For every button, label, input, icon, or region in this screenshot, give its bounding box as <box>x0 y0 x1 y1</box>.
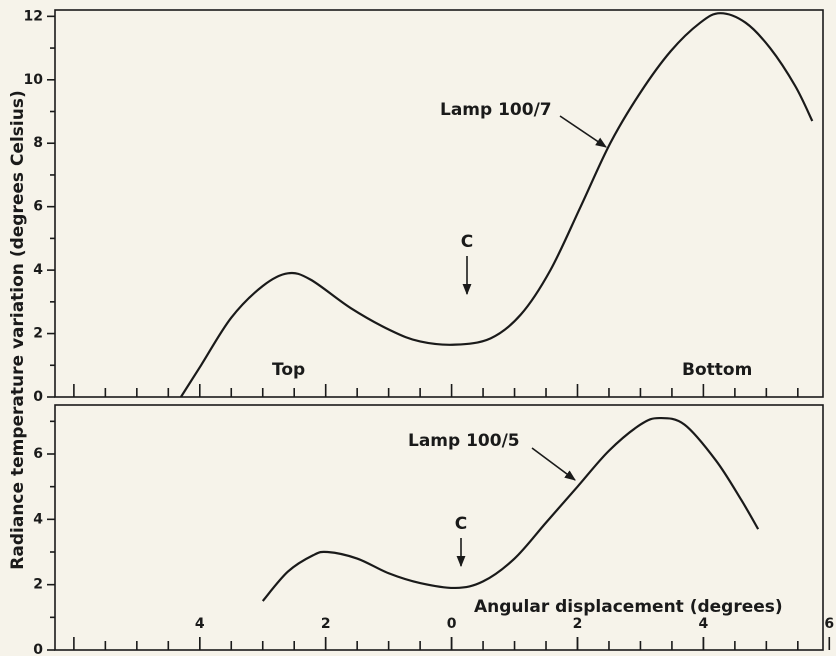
plot-frame <box>54 9 824 398</box>
y-tick-label: 0 <box>33 642 43 656</box>
x-tick-label: 0 <box>447 616 457 632</box>
y-tick-label: 10 <box>24 72 44 88</box>
annotation: Bottom <box>682 360 752 380</box>
annotation: Lamp 100/5 <box>408 431 520 451</box>
y-tick-label: 4 <box>33 262 43 278</box>
y-tick-label: 6 <box>33 199 43 215</box>
y-tick-label: 6 <box>33 446 43 462</box>
y-tick-label: 12 <box>24 8 43 24</box>
x-axis-label: Angular displacement (degrees) <box>474 597 783 617</box>
y-axis-label: Radiance temperature variation (degrees … <box>8 90 28 569</box>
x-tick-label: 4 <box>195 616 205 632</box>
x-tick-label: 2 <box>573 616 583 632</box>
annotation: Lamp 100/7 <box>440 100 552 120</box>
annotation: C <box>461 232 473 252</box>
y-tick-label: 2 <box>33 577 43 593</box>
y-tick-label: 8 <box>33 135 43 151</box>
line-series <box>179 12 814 398</box>
y-tick-label: 4 <box>33 511 43 527</box>
annotation: C <box>455 514 467 534</box>
x-tick-label: 4 <box>699 616 709 632</box>
plot-frame <box>54 404 824 651</box>
y-tick-label: 2 <box>33 326 43 342</box>
line-series <box>261 416 760 602</box>
x-tick-label: 6 <box>824 616 834 632</box>
y-tick-label: 0 <box>33 389 43 405</box>
annotation: Top <box>272 360 305 380</box>
annotation-arrow <box>559 115 607 148</box>
x-tick-label: 2 <box>321 616 331 632</box>
annotation-arrow <box>531 447 576 481</box>
